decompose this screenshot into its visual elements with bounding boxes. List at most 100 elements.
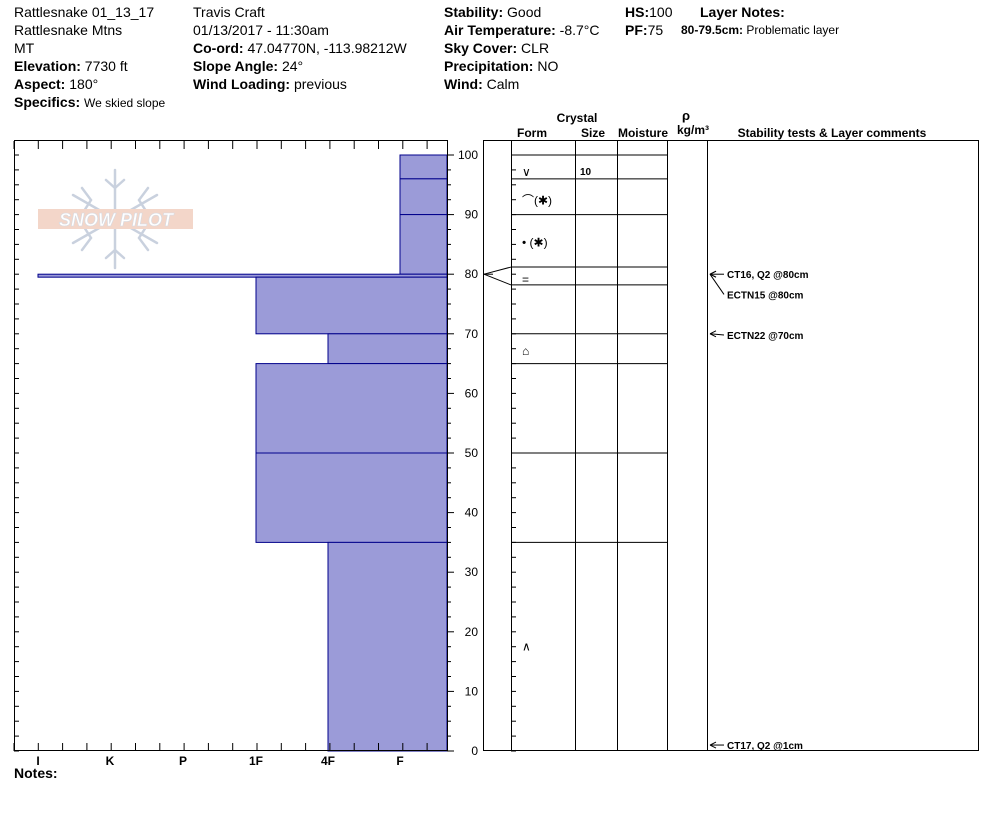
layer-boundary-lines <box>483 154 668 543</box>
slope-row: Slope Angle: 24° <box>193 57 407 75</box>
sky-label: Sky Cover: <box>444 40 518 56</box>
stability-test-label: ECTN22 @70cm <box>727 331 804 342</box>
wind-loading-label: Wind Loading: <box>193 76 291 92</box>
header-col-observer: Travis Craft 01/13/2017 - 11:30am Co-ord… <box>193 3 407 93</box>
header-col-depth: HS:100 PF:75 <box>625 3 672 39</box>
rho-header: ρ <box>682 108 690 123</box>
stability-test-label: CT17, Q2 @1cm <box>727 741 803 752</box>
depth-tick-label: 100 <box>458 148 478 162</box>
wind-row: Wind: Calm <box>444 75 600 93</box>
depth-tick-label: 60 <box>465 386 479 400</box>
crystal-size-value: 10 <box>580 167 592 178</box>
depth-axis: 0 10 20 30 40 50 60 70 80 90 100 <box>447 148 478 758</box>
depth-tick-label: 30 <box>465 565 479 579</box>
crystal-header: Crystal <box>557 111 598 125</box>
state-name: MT <box>14 40 35 56</box>
crystal-form-symbol: ⌂ <box>522 344 529 358</box>
coord-label: Co-ord: <box>193 40 244 56</box>
specifics-row: Specifics: We skied slope <box>14 93 165 112</box>
hardness-layer-bar <box>327 541 448 752</box>
air-temp-row: Air Temperature: -8.7°C <box>444 21 600 39</box>
notes-label: Notes: <box>14 765 58 781</box>
layer-table-frame <box>483 140 979 751</box>
depth-tick-label: 10 <box>465 684 479 698</box>
layer-table-ticks <box>511 154 516 752</box>
layer-note-row: 80-79.5cm: Problematic layer <box>681 21 839 39</box>
header-col-conditions: Stability: Good Air Temperature: -8.7°C … <box>444 3 600 93</box>
depth-tick-label: 80 <box>465 267 479 281</box>
layer-note-range: 80-79.5cm: <box>681 23 744 37</box>
coord-row: Co-ord: 47.04770N, -113.98212W <box>193 39 407 57</box>
hardness-scale-label: 4F <box>321 754 335 768</box>
hardness-layers <box>37 154 448 752</box>
wind-value: Calm <box>486 76 520 92</box>
crystal-form-symbol: • (✱) <box>522 235 548 249</box>
stability-test-label: CT16, Q2 @80cm <box>727 270 809 281</box>
hardness-layer-bar <box>327 333 448 365</box>
hs-value: 100 <box>649 4 673 20</box>
elevation-row: Elevation: 7730 ft <box>14 57 165 75</box>
layer-table: ∨ ⌒(✱) • (✱) = ⌂ ∧ 10 CT16, Q2 @80cm ECTN15 @8… <box>483 140 979 752</box>
sky-row: Sky Cover: CLR <box>444 39 600 57</box>
obs-datetime: 01/13/2017 - 11:30am <box>193 22 329 38</box>
stability-value: Good <box>507 4 542 20</box>
hardness-scale-label: 1F <box>249 754 263 768</box>
header-col-site: Rattlesnake 01_13_17 Rattlesnake Mtns MT… <box>14 3 165 112</box>
moisture-header: Moisture <box>618 126 668 140</box>
hardness-plot-frame <box>14 140 448 751</box>
hardness-layer-bar <box>255 276 448 335</box>
wind-loading-value: previous <box>293 76 347 92</box>
hardness-tick-marks <box>13 141 428 752</box>
form-header: Form <box>517 126 547 140</box>
depth-tick-label: 50 <box>465 446 479 460</box>
logo-text: SNOW PILOT <box>59 210 175 230</box>
slope-label: Slope Angle: <box>193 58 279 74</box>
precip-row: Precipitation: NO <box>444 57 600 75</box>
hardness-scale-labels: I K P 1F 4F F <box>36 754 403 768</box>
stability-arrow-line <box>709 273 725 295</box>
specifics-value: We skied slope <box>84 96 166 110</box>
stability-row: Stability: Good <box>444 3 600 21</box>
air-temp-label: Air Temperature: <box>444 22 556 38</box>
hardness-scale-label: P <box>179 754 187 768</box>
range-name: Rattlesnake Mtns <box>14 22 123 38</box>
aspect-label: Aspect: <box>14 76 66 92</box>
pf-value: 75 <box>647 22 664 38</box>
table-headers: Crystal Form Size Moisture ρ kg/m³ Stabi… <box>517 108 927 140</box>
sky-value: CLR <box>521 40 550 56</box>
depth-tick-label: 70 <box>465 327 479 341</box>
hardness-scale-label: I <box>36 754 39 768</box>
wind-loading-row: Wind Loading: previous <box>193 75 407 93</box>
precip-label: Precipitation: <box>444 58 534 74</box>
crystal-form-symbols: ∨ ⌒(✱) • (✱) = ⌂ ∧ <box>522 165 552 653</box>
hardness-scale-label: F <box>396 754 403 768</box>
crystal-form-symbol: = <box>522 272 529 286</box>
precip-value: NO <box>537 58 559 74</box>
specifics-label: Specifics: <box>14 94 81 110</box>
stability-arrow-head <box>709 741 717 749</box>
depth-tick-label: 90 <box>465 208 479 222</box>
crystal-form-symbol: ∧ <box>522 640 531 654</box>
depth-tick-label: 20 <box>465 625 479 639</box>
layer-note-text: Problematic layer <box>746 23 840 37</box>
pf-label: PF: <box>625 22 648 38</box>
stability-arrow-line <box>709 333 725 336</box>
coord-value: 47.04770N, -113.98212W <box>247 40 407 56</box>
observer-name: Travis Craft <box>193 4 265 20</box>
elevation-value: 7730 ft <box>84 58 128 74</box>
hardness-scale-label: K <box>106 754 115 768</box>
crystal-form-symbol: ⌒(✱) <box>522 194 552 208</box>
pit-name: Rattlesnake 01_13_17 <box>14 4 155 20</box>
size-header: Size <box>581 126 605 140</box>
hs-label: HS: <box>625 4 650 20</box>
stability-test-annotations: CT16, Q2 @80cm ECTN15 @80cm ECTN22 @70cm CT… <box>709 270 809 752</box>
depth-tick-label: 0 <box>471 744 478 758</box>
crystal-size-values: 10 <box>580 167 592 178</box>
air-temp-value: -8.7°C <box>559 22 600 38</box>
stability-arrow-head <box>709 330 717 338</box>
density-unit-header: kg/m³ <box>677 123 709 137</box>
stability-label: Stability: <box>444 4 504 20</box>
wind-label: Wind: <box>444 76 483 92</box>
logo-banner <box>38 209 193 229</box>
